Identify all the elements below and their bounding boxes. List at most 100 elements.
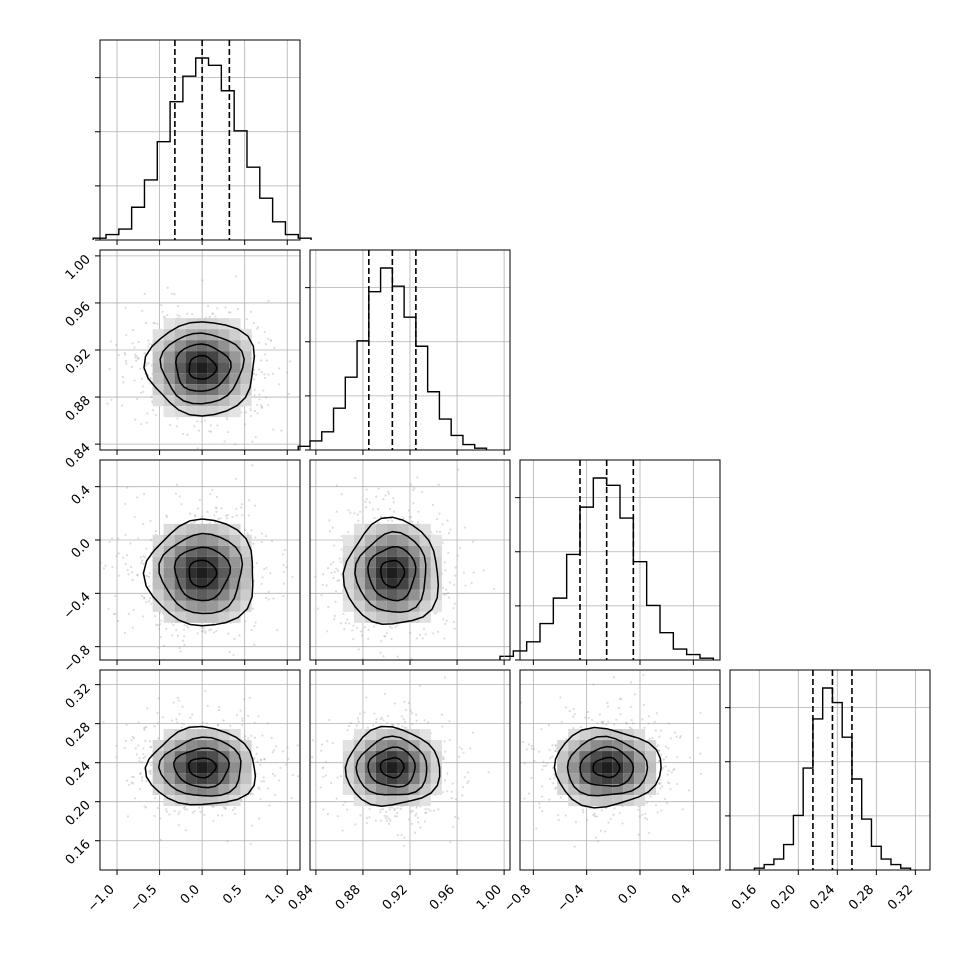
- density-cell: [364, 762, 376, 774]
- density-cell: [185, 395, 197, 407]
- scatter-point: [349, 511, 352, 514]
- scatter-point: [127, 573, 130, 576]
- scatter-point: [645, 801, 648, 805]
- scatter-point: [454, 815, 457, 818]
- scatter-point: [655, 712, 658, 715]
- scatter-point: [394, 625, 397, 629]
- scatter-point: [165, 627, 168, 630]
- scatter-point: [396, 655, 399, 658]
- contour-line: [553, 726, 662, 809]
- density-cell: [152, 784, 164, 796]
- density-cell: [353, 611, 365, 623]
- density-cell: [174, 784, 186, 796]
- scatter-point: [286, 746, 289, 749]
- scatter-point: [625, 721, 628, 724]
- density-cell: [375, 534, 387, 546]
- scatter-point: [329, 563, 333, 566]
- scatter-point: [403, 836, 406, 839]
- scatter-point: [555, 786, 558, 789]
- scatter-point: [441, 541, 444, 544]
- contour-line: [342, 516, 440, 625]
- scatter-point: [655, 745, 659, 748]
- scatter-point: [424, 811, 427, 815]
- scatter-point: [174, 492, 177, 495]
- scatter-point: [365, 696, 368, 699]
- scatter-point: [257, 341, 260, 344]
- panel-4-1-ytick-label: 0.24: [63, 759, 94, 790]
- scatter-point: [538, 806, 541, 809]
- scatter-point: [260, 759, 263, 762]
- scatter-point: [222, 719, 225, 722]
- scatter-point: [382, 655, 385, 658]
- scatter-point: [493, 587, 496, 590]
- scatter-point: [124, 502, 127, 505]
- scatter-point: [263, 567, 266, 571]
- density-cell: [218, 329, 230, 341]
- scatter-point: [217, 708, 221, 712]
- scatter-point: [125, 362, 128, 365]
- scatter-point: [412, 502, 415, 505]
- density-cell: [163, 362, 175, 374]
- scatter-point: [359, 510, 362, 513]
- scatter-point: [654, 804, 658, 807]
- scatter-point: [559, 796, 562, 799]
- panel-3-1-ytick-label: 0.4: [69, 483, 94, 508]
- scatter-point: [411, 809, 414, 812]
- scatter-point: [193, 425, 196, 428]
- scatter-point: [156, 624, 160, 627]
- scatter-point: [229, 311, 232, 314]
- scatter-point: [312, 409, 314, 411]
- scatter-point: [253, 721, 256, 725]
- density-cell: [240, 395, 252, 407]
- scatter-point: [549, 777, 552, 780]
- panel-3-1-ytick-label: −0.8: [61, 643, 94, 676]
- scatter-point: [392, 723, 395, 726]
- scatter-point: [554, 787, 557, 790]
- scatter-point: [540, 727, 543, 731]
- scatter-point: [143, 493, 146, 496]
- density-cell: [196, 795, 208, 807]
- scatter-point: [332, 576, 335, 580]
- scatter-point: [365, 498, 368, 501]
- scatter-point: [287, 757, 290, 760]
- scatter-point: [263, 376, 266, 380]
- density-cell: [590, 784, 602, 796]
- scatter-point: [202, 627, 205, 630]
- scatter-point: [541, 795, 544, 798]
- contour-line: [159, 332, 245, 405]
- density-cell: [174, 762, 186, 774]
- scatter-point: [401, 725, 404, 728]
- scatter-point: [264, 596, 268, 600]
- scatter-point: [443, 740, 446, 743]
- scatter-point: [330, 571, 333, 575]
- scatter-point: [120, 404, 124, 407]
- scatter-point: [560, 720, 563, 724]
- scatter-point: [358, 712, 362, 715]
- scatter-point: [404, 720, 407, 724]
- scatter-point: [334, 824, 336, 826]
- scatter-point: [260, 359, 263, 362]
- scatter-point: [297, 506, 299, 508]
- scatter-point: [248, 696, 251, 699]
- scatter-point: [149, 539, 153, 542]
- scatter-point: [506, 745, 508, 747]
- scatter-point: [423, 719, 426, 722]
- density-cell: [174, 589, 186, 601]
- density-cell: [375, 611, 387, 623]
- scatter-point: [641, 813, 644, 816]
- scatter-point: [150, 602, 153, 606]
- density-cell: [430, 784, 442, 796]
- scatter-point: [176, 314, 179, 317]
- scatter-point: [327, 718, 331, 722]
- scatter-point: [212, 631, 216, 634]
- scatter-point: [227, 632, 230, 635]
- scatter-point: [356, 513, 359, 516]
- scatter-point: [233, 637, 236, 641]
- scatter-point: [111, 565, 114, 569]
- density-cell: [353, 567, 365, 579]
- scatter-point: [149, 519, 152, 522]
- scatter-point: [384, 817, 388, 820]
- density-cell: [386, 600, 398, 612]
- scatter-point: [672, 768, 675, 772]
- scatter-point: [446, 519, 449, 522]
